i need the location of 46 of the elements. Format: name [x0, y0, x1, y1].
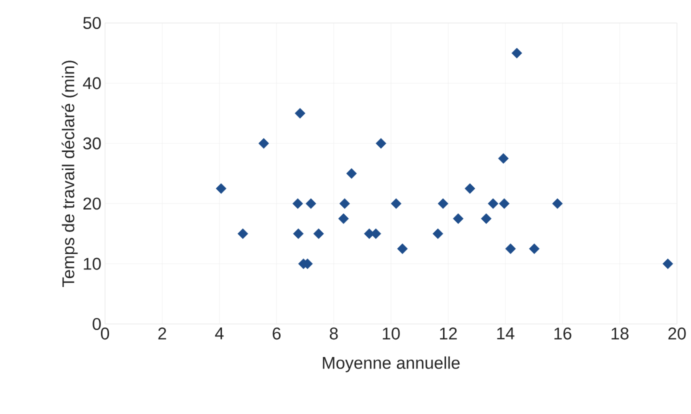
point: [238, 228, 248, 239]
x-tick-label: 20: [668, 328, 686, 340]
x-tick-label: 18: [612, 328, 629, 340]
point: [292, 198, 304, 209]
x-tick-label: 16: [554, 328, 572, 340]
y-axis-title: Temps de travail déclaré (min): [62, 60, 78, 287]
x-tick-label: 2: [158, 328, 166, 340]
point: [464, 183, 476, 194]
point: [480, 213, 492, 224]
point: [216, 183, 226, 194]
y-tick-label: 40: [82, 77, 101, 90]
x-tick-label: 6: [272, 328, 281, 340]
point: [390, 198, 402, 209]
y-tick-label: 10: [84, 258, 101, 270]
point: [258, 138, 270, 149]
x-tick-label: 8: [330, 328, 338, 340]
point: [397, 243, 408, 254]
point: [512, 48, 522, 58]
point: [662, 258, 674, 270]
x-tick-label: 4: [215, 328, 224, 340]
y-tick-label: 0: [92, 318, 101, 330]
point: [528, 243, 540, 254]
point: [438, 198, 448, 209]
point: [488, 198, 498, 209]
point: [338, 213, 349, 224]
y-tick-label: 20: [83, 198, 101, 210]
point: [452, 213, 464, 224]
point: [505, 243, 516, 254]
y-tick-label: 30: [83, 137, 101, 150]
point: [346, 168, 357, 179]
x-tick-label: 0: [100, 328, 110, 340]
point: [339, 198, 350, 209]
point: [376, 138, 386, 149]
point: [293, 228, 304, 239]
point: [306, 198, 316, 209]
x-axis-title: Moyenne annuelle: [322, 356, 460, 372]
point: [498, 198, 510, 209]
y-tick-label: 50: [83, 16, 101, 30]
x-tick-label: 14: [497, 328, 514, 340]
point: [313, 228, 324, 239]
x-tick-label: 10: [382, 328, 400, 340]
x-tick-label: 12: [440, 328, 457, 340]
point: [498, 153, 509, 164]
point: [552, 198, 563, 209]
point: [432, 228, 444, 239]
point: [294, 108, 306, 119]
